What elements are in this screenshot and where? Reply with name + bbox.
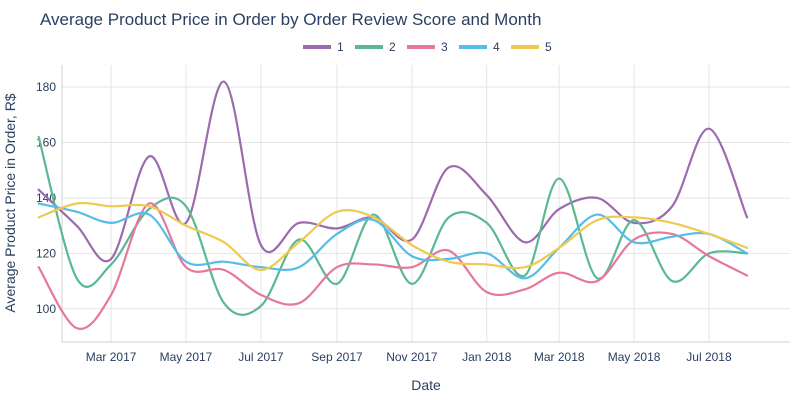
legend-item-1[interactable]: 1 xyxy=(303,40,344,54)
legend-item-3[interactable]: 3 xyxy=(407,40,448,54)
y-tick-label: 100 xyxy=(36,302,56,316)
x-tick-label: Jul 2018 xyxy=(686,350,732,364)
legend-label: 5 xyxy=(545,40,552,54)
x-tick-label: May 2018 xyxy=(608,350,661,364)
x-tick-label: Sep 2017 xyxy=(311,350,363,364)
x-tick-label: Mar 2018 xyxy=(534,350,585,364)
y-axis-title: Average Product Price in Order, R$ xyxy=(2,93,18,312)
x-tick-label: Jul 2017 xyxy=(238,350,284,364)
series-line-5[interactable] xyxy=(37,201,749,272)
legend-label: 2 xyxy=(389,40,396,54)
x-tick-label: Nov 2017 xyxy=(386,350,438,364)
chart-title: Average Product Price in Order by Order … xyxy=(40,10,541,29)
series-line-1[interactable] xyxy=(37,80,749,263)
x-axis-title: Date xyxy=(411,377,441,393)
legend-item-4[interactable]: 4 xyxy=(459,40,500,54)
y-tick-label: 120 xyxy=(36,246,56,260)
series-line-2[interactable] xyxy=(37,135,749,316)
x-tick-label: Jan 2018 xyxy=(462,350,512,364)
legend-label: 1 xyxy=(337,40,344,54)
x-tick-label: May 2017 xyxy=(160,350,213,364)
legend[interactable]: 1 2 3 4 5 xyxy=(303,40,552,54)
x-tick-label: Mar 2017 xyxy=(86,350,137,364)
legend-label: 4 xyxy=(493,40,500,54)
legend-item-5[interactable]: 5 xyxy=(511,40,552,54)
x-tick-labels: Mar 2017 May 2017 Jul 2017 Sep 2017 Nov 2017… xyxy=(86,350,732,364)
y-tick-label: 180 xyxy=(36,80,56,94)
series-layer xyxy=(37,80,749,330)
series-line-4[interactable] xyxy=(37,202,749,280)
legend-label: 3 xyxy=(441,40,448,54)
series-line-3[interactable] xyxy=(37,202,749,330)
legend-item-2[interactable]: 2 xyxy=(355,40,396,54)
x-gridlines xyxy=(110,65,710,342)
